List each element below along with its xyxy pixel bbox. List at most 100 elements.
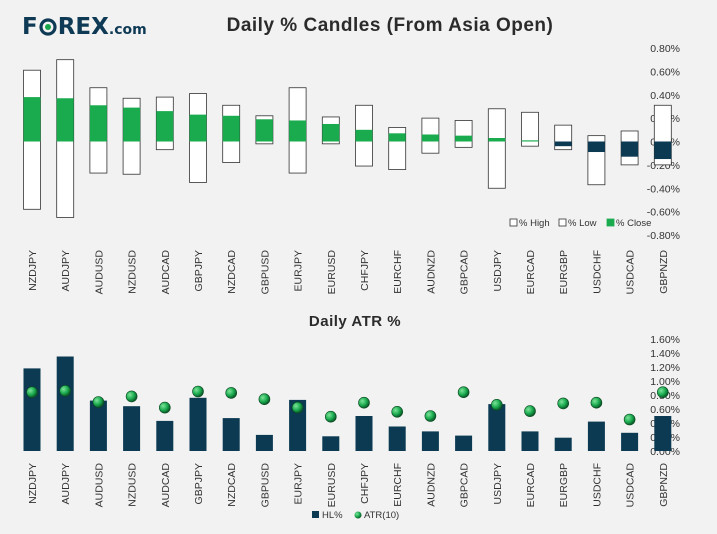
candle-close-nzdusd [123,107,141,142]
candle-close-audnzd [421,134,439,142]
atr-y-tick: 1.60% [650,334,680,346]
candle-close-gbpjpy [189,114,207,142]
atr-dot-usdchf [590,396,603,409]
atr-bar-eurchf [388,426,406,451]
candle-x-tick: AUDUSD [93,250,105,295]
atr-dot-audnzd [424,410,437,422]
atr-dot-eurcad [524,405,536,417]
atr-x-tick: EURJPY [293,463,305,504]
candle-y-tick: -0.80% [647,230,680,242]
candle-y-tick: -0.40% [647,183,680,195]
candle-x-tick: NZDCAD [226,250,238,294]
legend-hl-swatch [312,511,319,518]
atr-bar-audjpy [56,356,74,451]
candle-x-tick: GBPNZD [658,250,670,294]
atr-x-tick: EURUSD [326,463,338,508]
candle-close-gbpusd [255,119,273,142]
legend-close-swatch [606,218,615,227]
logo-text-f: F [22,14,38,40]
candle-x-tick: EURUSD [326,250,338,295]
candle-x-tick: GBPUSD [259,250,271,295]
candle-close-gbpcad [455,135,473,142]
legend-high: % High [519,218,550,229]
candle-y-tick: 0.80% [650,43,680,55]
candle-x-tick: USDJPY [492,250,504,291]
candle-range-eurcad [521,111,539,147]
atr-x-tick: NZDJPY [27,463,39,504]
atr-dot-nzdcad [225,387,237,399]
atr-bar-nzdcad [222,418,240,451]
atr-bar-gbpjpy [189,397,207,451]
candle-close-eurusd [322,123,340,142]
atr-bar-chfjpy [355,416,373,451]
atr-dot-nzdjpy [26,386,38,399]
atr-x-tick: EURGBP [558,463,570,507]
atr-dot-eurchf [391,405,404,418]
candle-x-tick: EURJPY [293,250,305,291]
atr-dot-usdcad [623,413,636,426]
legend-low-swatch [558,218,567,227]
atr-x-tick: USDCHF [591,463,603,507]
atr-x-tick: AUDJPY [60,463,72,504]
atr-bar-nzdjpy [23,368,41,451]
atr-x-tick: NZDCAD [226,463,238,507]
atr-x-tick: GBPCAD [459,463,471,508]
candle-x-tick: USDCHF [591,250,603,294]
atr-x-tick: CHFJPY [359,463,371,504]
candle-close-usdchf [587,141,605,153]
atr-bar-gbpusd [255,434,273,451]
candle-y-tick: -0.60% [647,207,680,219]
candle-x-tick: NZDJPY [27,250,39,291]
atr-x-tick: AUDNZD [425,463,437,507]
logo-text-rex: REX [57,14,109,40]
atr-chart: Daily ATR %1.60%1.40%1.20%1.00%0.80%0.60… [23,313,680,521]
atr-y-tick: 0.60% [650,404,680,416]
atr-bar-audusd [89,400,107,451]
atr-bar-nzdusd [123,406,141,451]
atr-bar-gbpcad [455,435,473,451]
legend-atr: ATR(10) [364,510,399,521]
atr-dot-usdjpy [490,398,503,411]
candle-close-audusd [89,105,107,142]
candle-x-tick: EURGBP [558,250,570,294]
atr-y-tick: 1.20% [650,362,680,374]
logo-suffix: .com [108,22,147,38]
candle-close-usdjpy [488,137,506,142]
candle-x-tick: EURCHF [392,250,404,294]
candle-x-tick: AUDJPY [60,250,72,291]
candle-close-audjpy [56,98,74,142]
candle-chart: Daily % Candles (From Asia Open) 0.80% 0.6… [23,15,680,295]
atr-dot-chfjpy [358,396,370,409]
atr-x-tick: AUDCAD [160,463,172,508]
candle-chart-title: Daily % Candles (From Asia Open) [227,15,554,36]
atr-bar-gbpnzd [654,416,672,451]
candle-close-usdcad [621,141,639,157]
legend-high-swatch [509,218,518,227]
atr-bar-audnzd [421,431,439,451]
atr-dot-audusd [92,396,105,408]
atr-bar-usdcad [621,432,639,451]
atr-x-tick: GBPUSD [259,463,271,508]
atr-dot-eurjpy [291,401,304,414]
candle-x-tick: GBPJPY [193,250,205,291]
atr-dot-nzdusd [125,390,138,403]
atr-x-tick: AUDUSD [93,463,105,508]
atr-y-tick: 1.00% [650,376,680,388]
atr-dot-eurgbp [557,397,570,410]
candle-x-tick: NZDUSD [127,250,139,294]
atr-x-tick: GBPNZD [658,463,670,507]
candle-close-nzdjpy [23,97,41,142]
atr-bar-audcad [156,420,174,451]
candle-close-eurgbp [554,141,572,147]
candle-close-audcad [156,111,174,142]
atr-chart-title: Daily ATR % [309,313,401,330]
candle-range-gbpcad [454,120,473,148]
candle-x-tick: AUDNZD [425,250,437,294]
legend-atr-swatch [354,511,362,519]
candle-x-tick: USDCAD [625,250,637,295]
logo-o-icon [38,14,58,40]
atr-dot-gbpusd [258,393,271,406]
candle-x-tick: CHFJPY [359,250,371,291]
atr-x-tick: USDJPY [492,463,504,504]
